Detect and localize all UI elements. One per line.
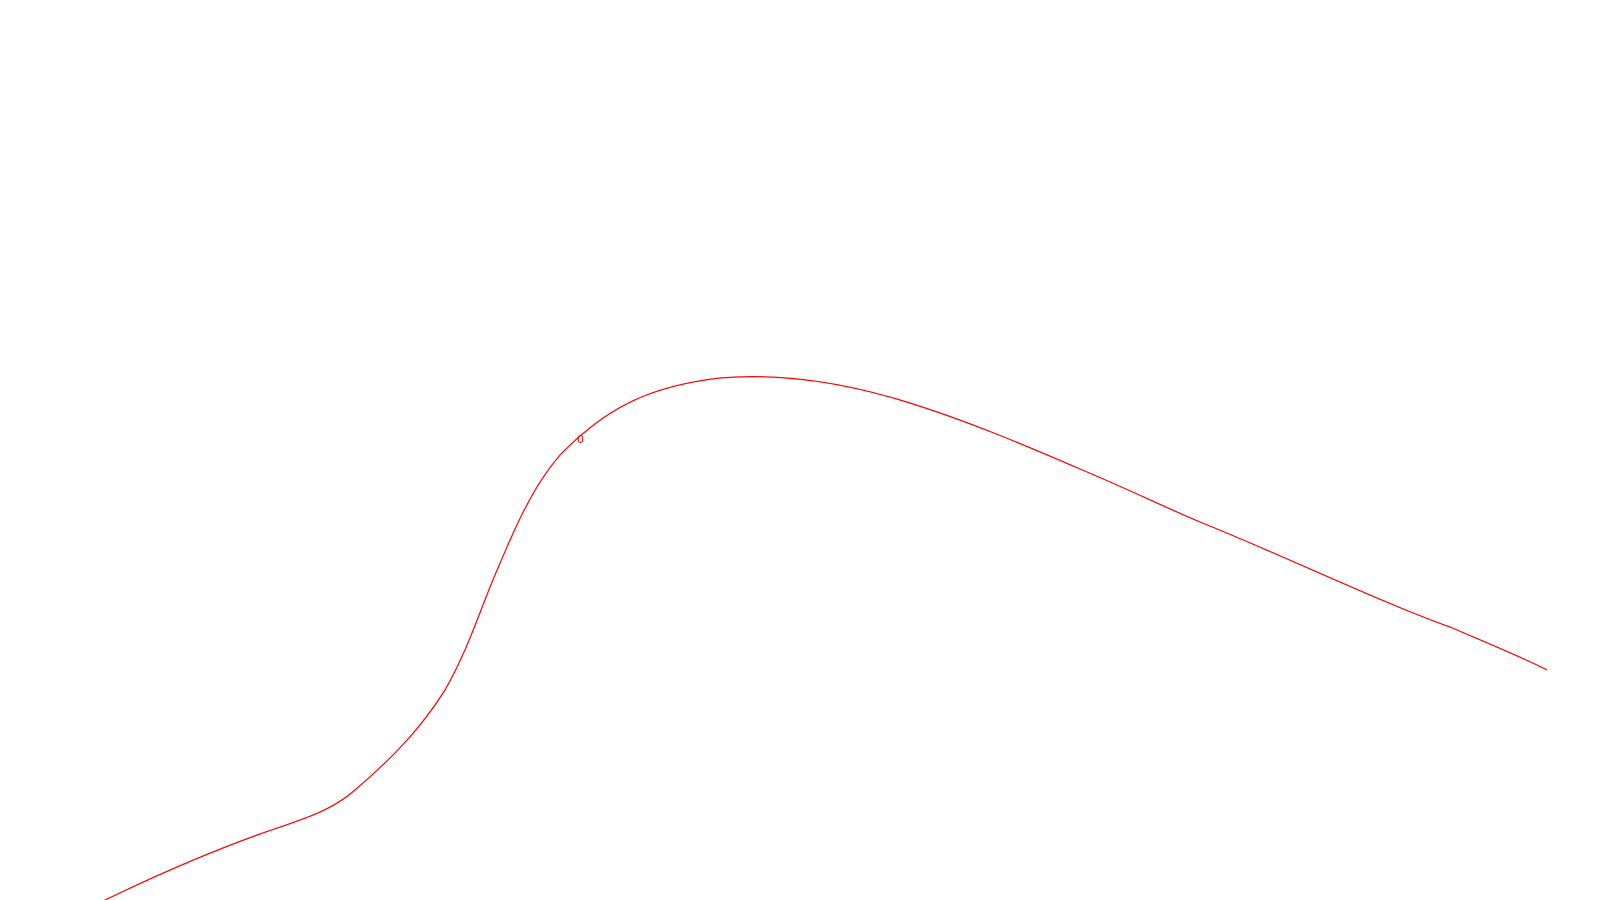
curve-label: 0: [577, 433, 584, 446]
red-curve: [103, 376, 1548, 900]
